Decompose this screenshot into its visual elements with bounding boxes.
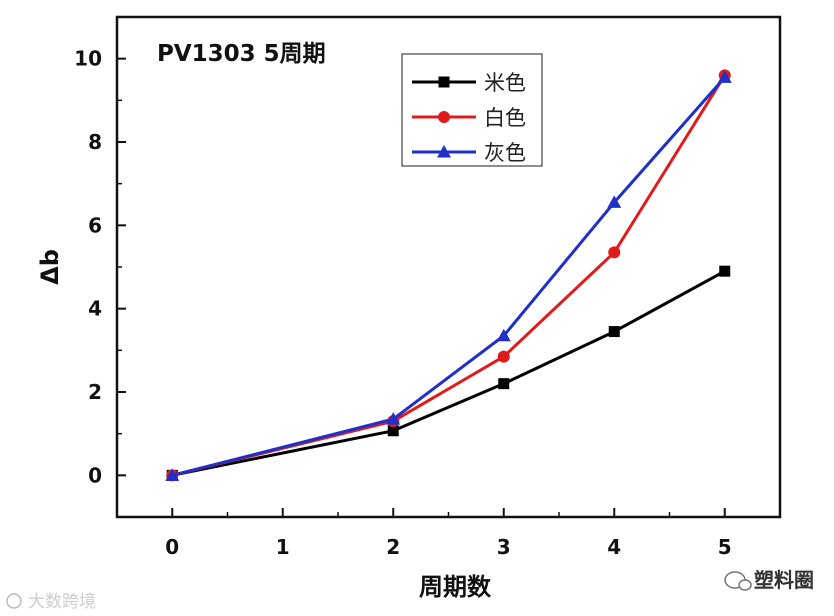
data-point: [719, 265, 731, 277]
data-point: [387, 425, 399, 437]
legend-label: 白色: [484, 106, 526, 130]
legend-label: 米色: [484, 71, 526, 95]
y-tick-label: 4: [88, 297, 102, 321]
legend-marker: [437, 145, 451, 158]
legend-label: 灰色: [484, 141, 526, 165]
watermark-right: 塑料圈: [724, 568, 814, 592]
watermark-left: 大数跨境: [6, 592, 96, 612]
y-tick-label: 0: [88, 463, 102, 487]
x-tick-label: 5: [718, 535, 732, 559]
data-point: [608, 246, 621, 259]
y-axis-label: Δb: [36, 249, 64, 285]
data-point: [497, 350, 510, 363]
data-point: [386, 412, 401, 425]
ticks-layer: 0 1 2 3 4 5 0 2 4 6 8 10: [74, 16, 781, 559]
x-tick-label: 1: [276, 535, 290, 559]
y-tick-label: 8: [88, 130, 102, 154]
x-axis-label: 周期数: [419, 573, 492, 601]
data-point: [608, 326, 620, 338]
watermark-right-text: 塑料圈: [754, 568, 814, 592]
data-point: [717, 70, 732, 83]
watermark-left-logo-icon: [6, 593, 22, 609]
data-point: [498, 378, 510, 390]
chart-title: PV1303 5周期: [157, 41, 326, 67]
y-tick-label: 2: [88, 380, 102, 404]
y-tick-label: 10: [74, 47, 102, 71]
data-point: [496, 328, 511, 342]
legend-marker: [438, 76, 450, 88]
x-tick-label: 0: [165, 535, 179, 559]
x-tick-label: 4: [607, 535, 621, 559]
x-tick-label: 2: [386, 535, 400, 559]
watermark-left-text: 大数跨境: [28, 592, 96, 612]
data-point: [607, 195, 622, 208]
legend-marker: [438, 111, 450, 123]
series-line: [171, 269, 726, 477]
data-point: [165, 468, 180, 481]
series-灰色: [165, 70, 732, 481]
y-tick-label: 6: [88, 213, 102, 237]
x-tick-label: 3: [497, 535, 511, 559]
series-米色: [166, 265, 731, 481]
series-layer: [165, 69, 732, 482]
wechat-icon-small: [738, 579, 752, 591]
legend-box: [401, 53, 543, 167]
